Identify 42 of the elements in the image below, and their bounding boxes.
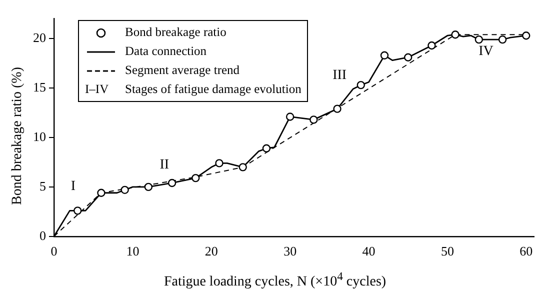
point — [168, 178, 176, 188]
legend-label: Bond breakage ratio — [125, 25, 226, 40]
point — [144, 182, 153, 192]
point — [238, 163, 247, 172]
point — [120, 186, 129, 194]
point — [404, 53, 412, 62]
x-tick-label: 60 — [520, 244, 533, 259]
legend-label: Segment average trend — [125, 63, 240, 78]
point — [474, 35, 484, 44]
x-tick-label: 50 — [440, 244, 454, 259]
y-tick-label: 0 — [40, 228, 46, 243]
x-tick-label: 30 — [284, 244, 297, 259]
y-axis-title: Bond breakage ratio (%) — [10, 66, 26, 207]
x-tick-label: 20 — [204, 244, 218, 259]
y-tick-label: 20 — [33, 30, 46, 46]
point — [522, 32, 530, 40]
annotation: II — [160, 157, 170, 172]
point — [74, 206, 82, 215]
y-tick-label: 15 — [33, 79, 46, 94]
y-tick-label: 5 — [40, 178, 46, 194]
y-tick-label: 10 — [33, 128, 46, 144]
point — [192, 174, 200, 182]
point — [356, 80, 365, 90]
x-tick-label: 10 — [126, 244, 140, 259]
annotation: IV — [478, 44, 494, 60]
point — [286, 112, 294, 121]
point — [498, 35, 507, 44]
text: I–IV Stages of fatigue damage evolution — [85, 82, 302, 96]
point — [451, 30, 460, 39]
point — [215, 159, 224, 168]
point — [380, 51, 389, 60]
point — [310, 116, 318, 124]
annotation: III — [332, 68, 347, 84]
point — [428, 41, 436, 50]
legend-label: Data connection — [125, 44, 207, 59]
x-tick-label: 40 — [362, 244, 376, 259]
x-tick-label: 0 — [50, 244, 58, 259]
point — [97, 188, 106, 197]
point — [262, 144, 271, 152]
annotation: I — [70, 179, 76, 194]
point — [333, 104, 342, 113]
x-axis-title: Fatigue loading cycles, N (×10$^{4}$ cycles) — [162, 270, 388, 291]
